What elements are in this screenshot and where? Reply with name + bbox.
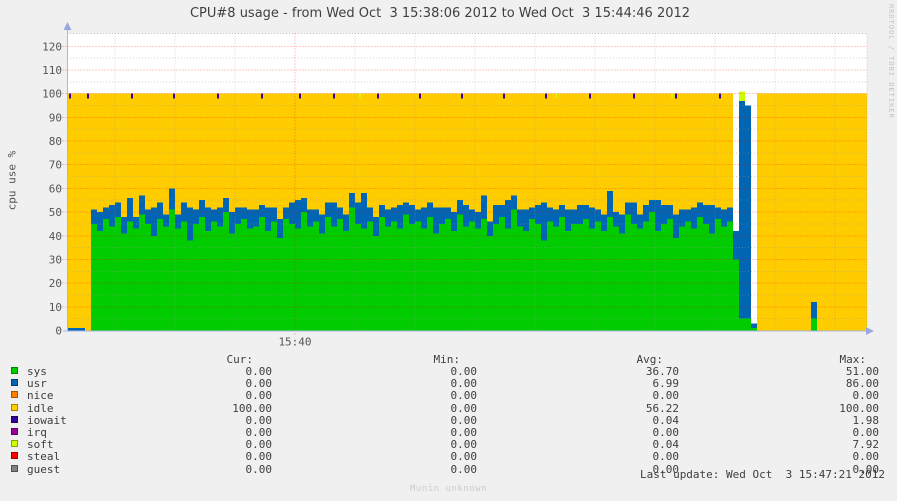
legend-label-nice: nice [27,389,54,403]
legend-idle-avg: 56.22 [645,401,679,415]
legend-label-steal: steal [27,450,61,464]
svg-text:100: 100 [42,88,62,101]
svg-text:90: 90 [49,111,62,124]
legend-irq-avg: 0.00 [652,426,680,439]
legend-soft-max: 7.92 [852,438,880,452]
svg-text:70: 70 [49,159,62,172]
legend-iowait-min: 0.00 [450,413,478,427]
legend-irq-max: 0.00 [852,426,880,439]
x-axis-arrow-icon [866,327,874,335]
axes [63,22,874,335]
legend-header-cur: Cur: [226,353,254,366]
last-update-text: Last update: Wed Oct 3 15:47:21 2012 [639,468,885,481]
svg-text:50: 50 [49,206,62,219]
legend-sys-cur: 0.00 [245,365,273,378]
legend-usr-cur: 0.00 [245,377,273,391]
svg-text:15:40: 15:40 [278,336,311,349]
rrdtool-watermark: RRDTOOL / TOBI OETIKER [887,4,895,119]
legend-steal-cur: 0.00 [245,450,273,464]
legend-iowait-cur: 0.00 [245,413,273,427]
legend-label-sys: sys [27,365,47,378]
legend-label-idle: idle [27,401,54,415]
legend-sys-avg: 36.70 [645,365,679,378]
legend-soft-avg: 0.04 [652,438,680,452]
legend-steal-avg: 0.00 [652,450,680,464]
svg-text:40: 40 [49,230,62,243]
legend-label-irq: irq [27,426,47,439]
legend-swatch-sys [11,367,18,374]
graph-title: CPU#8 usage - from Wed Oct 3 15:38:06 20… [189,6,691,21]
legend-usr-avg: 6.99 [652,377,680,391]
legend-guest-cur: 0.00 [245,462,273,476]
legend-header-min: Min: [433,353,461,366]
legend-irq-min: 0.00 [450,426,478,439]
legend-steal-max: 0.00 [852,450,880,464]
y-axis-arrow-icon [63,22,72,30]
cpu-usage-chart: 0 10 20 30 40 50 60 70 80 90 100 110 120 15:40 [42,22,874,349]
gridlines [62,33,868,336]
legend-guest-min: 0.00 [450,462,478,476]
legend-nice-cur: 0.00 [245,389,273,403]
legend-usr-min: 0.00 [450,377,478,391]
legend-label-iowait: iowait [27,413,67,427]
legend-header-max: Max: [839,353,867,366]
svg-text:0: 0 [55,325,62,338]
legend-label-usr: usr [27,377,47,391]
svg-text:80: 80 [49,135,62,148]
legend-idle-cur: 100.00 [232,401,272,415]
munin-version-footer: Munin unknown [410,484,487,494]
legend-idle-min: 0.00 [450,401,478,415]
legend-soft-min: 0.00 [450,438,478,452]
legend-usr-max: 86.00 [845,377,879,391]
legend-iowait-max: 1.98 [852,413,880,427]
legend-nice-avg: 0.00 [652,389,680,403]
legend-label-guest: guest [27,462,61,476]
top-event-ticks [69,93,721,99]
legend-label-soft: soft [27,438,54,452]
legend-table: Cur: Min: Avg: Max: sys 0.00 0.00 36.70 51.00 usr… [0,353,897,481]
tick-labels: 0 10 20 30 40 50 60 70 80 90 100 110 120 15:40 [42,40,311,348]
legend-swatch-nice [11,391,18,399]
legend-sys-max: 51.00 [845,365,879,378]
legend-swatch-guest [11,464,18,472]
svg-text:10: 10 [49,301,62,314]
legend-iowait-avg: 0.04 [652,413,680,427]
svg-text:110: 110 [42,64,62,77]
legend-soft-cur: 0.00 [245,438,273,452]
legend-nice-min: 0.00 [450,389,478,403]
legend-header-avg: Avg: [636,353,664,366]
svg-text:20: 20 [49,277,62,290]
svg-text:60: 60 [49,182,62,195]
svg-text:30: 30 [49,253,62,266]
legend-sys-min: 0.00 [450,365,478,378]
svg-text:120: 120 [42,40,62,53]
legend-idle-max: 100.00 [839,401,879,415]
legend-guest-avg: 0.00 [652,462,680,476]
legend-nice-max: 0.00 [852,389,880,403]
legend-swatch-irq [11,428,18,435]
legend-swatch-steal [11,452,18,460]
legend-guest-max: 0.00 [852,462,880,476]
stacked-area-series [67,91,867,331]
legend-swatch-soft [11,440,18,448]
legend-swatch-idle [11,403,18,411]
legend-irq-cur: 0.00 [245,426,273,439]
legend-swatch-iowait [11,415,18,423]
legend-swatch-usr [11,379,18,387]
legend-steal-min: 0.00 [450,450,478,464]
